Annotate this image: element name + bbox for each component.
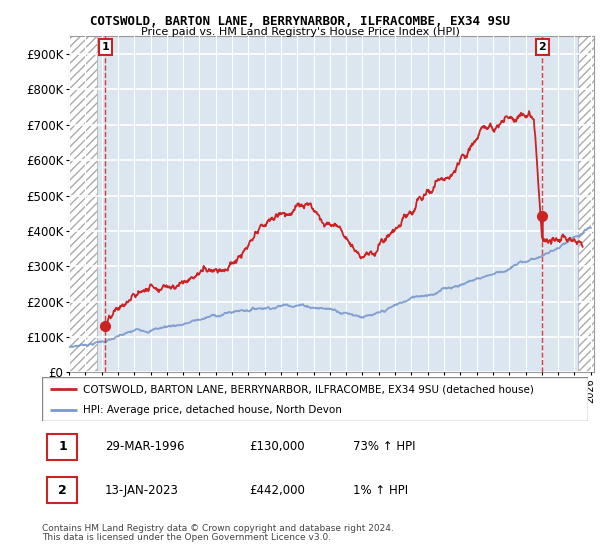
- Text: £130,000: £130,000: [250, 440, 305, 453]
- Text: Price paid vs. HM Land Registry's House Price Index (HPI): Price paid vs. HM Land Registry's House …: [140, 27, 460, 38]
- FancyBboxPatch shape: [47, 433, 77, 460]
- Text: COTSWOLD, BARTON LANE, BERRYNARBOR, ILFRACOMBE, EX34 9SU (detached house): COTSWOLD, BARTON LANE, BERRYNARBOR, ILFR…: [83, 384, 534, 394]
- Text: £442,000: £442,000: [250, 484, 305, 497]
- Text: 2: 2: [58, 484, 67, 497]
- Text: 2: 2: [539, 42, 547, 52]
- Text: Contains HM Land Registry data © Crown copyright and database right 2024.: Contains HM Land Registry data © Crown c…: [42, 524, 394, 533]
- Text: 1% ↑ HPI: 1% ↑ HPI: [353, 484, 409, 497]
- Text: HPI: Average price, detached house, North Devon: HPI: Average price, detached house, Nort…: [83, 405, 342, 415]
- Text: COTSWOLD, BARTON LANE, BERRYNARBOR, ILFRACOMBE, EX34 9SU: COTSWOLD, BARTON LANE, BERRYNARBOR, ILFR…: [90, 15, 510, 28]
- Text: 29-MAR-1996: 29-MAR-1996: [105, 440, 184, 453]
- FancyBboxPatch shape: [42, 377, 588, 421]
- FancyBboxPatch shape: [47, 477, 77, 503]
- Text: This data is licensed under the Open Government Licence v3.0.: This data is licensed under the Open Gov…: [42, 533, 331, 542]
- Bar: [69, 36, 97, 372]
- Text: 1: 1: [58, 440, 67, 453]
- Text: 73% ↑ HPI: 73% ↑ HPI: [353, 440, 416, 453]
- Text: 1: 1: [101, 42, 109, 52]
- Bar: [578, 36, 594, 372]
- Text: 13-JAN-2023: 13-JAN-2023: [105, 484, 179, 497]
